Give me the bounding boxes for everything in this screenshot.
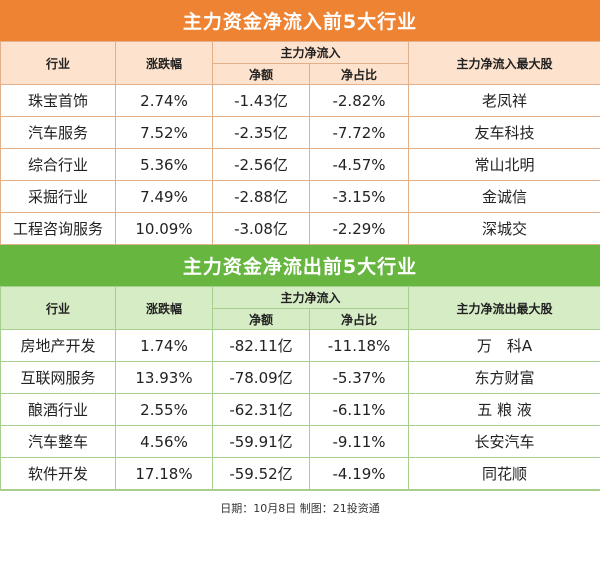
change-cell: 10.09% (115, 212, 213, 245)
industry-cell: 软件开发 (0, 457, 116, 490)
industry-cell: 房地产开发 (0, 329, 116, 362)
top-stock-cell: 五 粮 液 (408, 393, 600, 426)
top-stock-cell: 常山北明 (408, 148, 600, 181)
change-cell: 4.56% (115, 425, 213, 458)
net-ratio-cell: -5.37% (308, 361, 410, 394)
top-stock-cell: 长安汽车 (408, 425, 600, 458)
net-amount-cell: -59.91亿 (212, 425, 310, 458)
header-net-ratio: 净占比 (308, 308, 410, 330)
change-cell: 5.36% (115, 148, 213, 181)
net-ratio-cell: -3.15% (308, 180, 410, 213)
table-row: 酿酒行业 2.55% -62.31亿 -6.11% 五 粮 液 (0, 393, 600, 426)
footer-credit: 日期：10月8日 制图：21投资通 (0, 490, 600, 524)
top-stock-cell: 深城交 (408, 212, 600, 245)
net-amount-cell: -59.52亿 (212, 457, 310, 490)
table-row: 房地产开发 1.74% -82.11亿 -11.18% 万 科A (0, 329, 600, 362)
inflow-title: 主力资金净流入前5大行业 (0, 0, 600, 41)
table-row: 工程咨询服务 10.09% -3.08亿 -2.29% 深城交 (0, 212, 600, 245)
header-top-stock: 主力净流出最大股 (408, 286, 600, 330)
header-net-amount: 净额 (212, 308, 310, 330)
table-row: 珠宝首饰 2.74% -1.43亿 -2.82% 老凤祥 (0, 84, 600, 117)
net-amount-cell: -2.56亿 (212, 148, 310, 181)
net-amount-cell: -3.08亿 (212, 212, 310, 245)
net-ratio-cell: -2.29% (308, 212, 410, 245)
net-ratio-cell: -6.11% (308, 393, 410, 426)
net-ratio-cell: -2.82% (308, 84, 410, 117)
change-cell: 13.93% (115, 361, 213, 394)
top-stock-cell: 同花顺 (408, 457, 600, 490)
net-amount-cell: -62.31亿 (212, 393, 310, 426)
inflow-table: 行业 涨跌幅 主力净流入 主力净流入最大股 净额 净占比 珠宝首饰 2.74% -1… (0, 41, 600, 245)
industry-cell: 汽车服务 (0, 116, 116, 149)
industry-cell: 汽车整车 (0, 425, 116, 458)
outflow-table: 行业 涨跌幅 主力净流入 主力净流出最大股 净额 净占比 房地产开发 1.74% -… (0, 286, 600, 490)
table-row: 综合行业 5.36% -2.56亿 -4.57% 常山北明 (0, 148, 600, 181)
net-amount-cell: -82.11亿 (212, 329, 310, 362)
header-industry: 行业 (0, 286, 116, 330)
change-cell: 1.74% (115, 329, 213, 362)
net-ratio-cell: -9.11% (308, 425, 410, 458)
outflow-title: 主力资金净流出前5大行业 (0, 245, 600, 286)
header-top-stock: 主力净流入最大股 (408, 41, 600, 85)
net-amount-cell: -2.88亿 (212, 180, 310, 213)
industry-cell: 酿酒行业 (0, 393, 116, 426)
table-row: 汽车服务 7.52% -2.35亿 -7.72% 友车科技 (0, 116, 600, 149)
header-net-flow-group: 主力净流入 (211, 286, 410, 309)
table-row: 软件开发 17.18% -59.52亿 -4.19% 同花顺 (0, 457, 600, 490)
table-row: 汽车整车 4.56% -59.91亿 -9.11% 长安汽车 (0, 425, 600, 458)
industry-cell: 工程咨询服务 (0, 212, 116, 245)
top-stock-cell: 友车科技 (408, 116, 600, 149)
net-amount-cell: -1.43亿 (212, 84, 310, 117)
header-change: 涨跌幅 (115, 286, 213, 330)
header-net-flow-group: 主力净流入 (211, 41, 410, 64)
change-cell: 7.49% (115, 180, 213, 213)
change-cell: 7.52% (115, 116, 213, 149)
change-cell: 17.18% (115, 457, 213, 490)
header-net-ratio: 净占比 (308, 63, 410, 85)
net-ratio-cell: -4.57% (308, 148, 410, 181)
top-stock-cell: 万 科A (408, 329, 600, 362)
change-cell: 2.74% (115, 84, 213, 117)
net-amount-cell: -2.35亿 (212, 116, 310, 149)
top-stock-cell: 东方财富 (408, 361, 600, 394)
net-amount-cell: -78.09亿 (212, 361, 310, 394)
top-stock-cell: 老凤祥 (408, 84, 600, 117)
industry-cell: 珠宝首饰 (0, 84, 116, 117)
industry-cell: 综合行业 (0, 148, 116, 181)
change-cell: 2.55% (115, 393, 213, 426)
top-stock-cell: 金诚信 (408, 180, 600, 213)
industry-cell: 互联网服务 (0, 361, 116, 394)
net-ratio-cell: -4.19% (308, 457, 410, 490)
table-row: 采掘行业 7.49% -2.88亿 -3.15% 金诚信 (0, 180, 600, 213)
net-ratio-cell: -11.18% (308, 329, 410, 362)
header-net-amount: 净额 (212, 63, 310, 85)
table-row: 互联网服务 13.93% -78.09亿 -5.37% 东方财富 (0, 361, 600, 394)
net-ratio-cell: -7.72% (308, 116, 410, 149)
industry-cell: 采掘行业 (0, 180, 116, 213)
header-change: 涨跌幅 (115, 41, 213, 85)
header-industry: 行业 (0, 41, 116, 85)
